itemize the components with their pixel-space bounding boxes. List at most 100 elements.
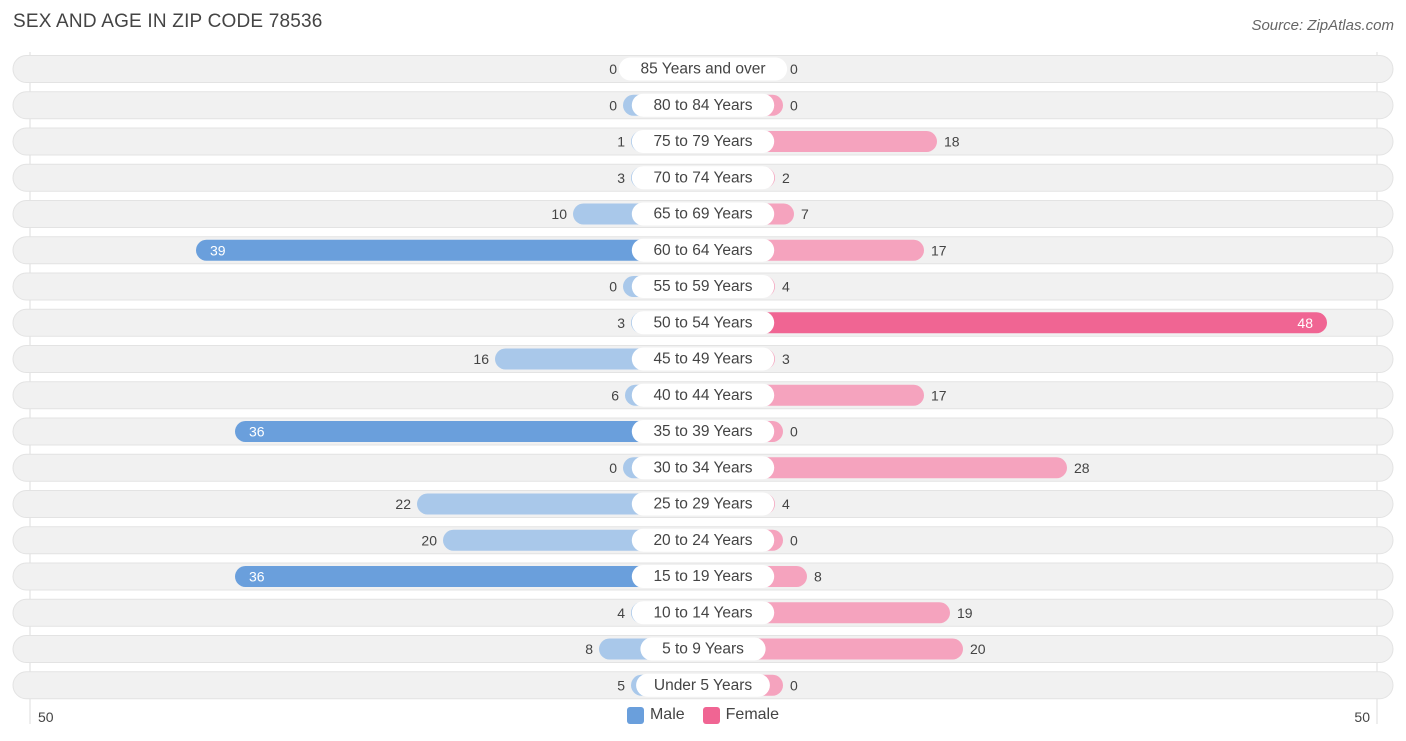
chart-row: 0 0 85 Years and over bbox=[12, 55, 1394, 83]
chart-row: 22 4 25 to 29 Years bbox=[12, 490, 1394, 518]
male-swatch bbox=[626, 706, 644, 724]
chart-title: SEX AND AGE IN ZIP CODE 78536 bbox=[13, 11, 323, 32]
male-bar[interactable] bbox=[235, 566, 703, 587]
male-value-label: 8 bbox=[585, 641, 593, 657]
female-value-label: 4 bbox=[782, 279, 790, 295]
axis-left-label: 50 bbox=[38, 709, 54, 725]
female-value-label: 0 bbox=[790, 677, 798, 693]
category-label-pill bbox=[631, 383, 775, 407]
legend-item-female[interactable]: Female bbox=[702, 706, 780, 724]
source-label: Source: ZipAtlas.com bbox=[1251, 17, 1394, 34]
female-value-label: 0 bbox=[790, 97, 798, 113]
category-label-pill bbox=[631, 202, 775, 226]
category-label: 50 to 54 Years bbox=[653, 314, 752, 331]
chart-row: 3 48 50 to 54 Years bbox=[12, 308, 1394, 337]
category-label-pill bbox=[636, 673, 770, 697]
female-value-label: 4 bbox=[782, 496, 790, 512]
category-label: 70 to 74 Years bbox=[653, 169, 752, 186]
male-value-label: 0 bbox=[609, 279, 617, 295]
chart-row: 0 0 80 to 84 Years bbox=[12, 91, 1394, 120]
category-label: 5 to 9 Years bbox=[662, 641, 744, 658]
chart-row: 3 2 70 to 74 Years bbox=[12, 163, 1394, 192]
category-label: 80 to 84 Years bbox=[653, 97, 752, 114]
chart-row: 6 17 40 to 44 Years bbox=[12, 381, 1394, 410]
chart-row: 0 28 30 to 34 Years bbox=[12, 453, 1394, 482]
category-label-pill bbox=[631, 601, 775, 625]
category-label-pill bbox=[631, 311, 775, 335]
category-label-pill bbox=[631, 166, 775, 190]
category-label: 15 to 19 Years bbox=[653, 568, 752, 585]
male-value-label: 3 bbox=[617, 315, 625, 331]
category-label-pill bbox=[640, 637, 766, 661]
category-label-pill bbox=[631, 238, 775, 262]
male-bar[interactable] bbox=[417, 493, 703, 515]
female-value-label: 0 bbox=[790, 532, 798, 548]
male-bar[interactable] bbox=[235, 421, 703, 442]
female-swatch bbox=[702, 706, 720, 724]
male-value-label: 3 bbox=[617, 170, 625, 186]
female-value-label: 18 bbox=[944, 134, 960, 150]
male-value-label: 20 bbox=[421, 532, 437, 548]
category-label-pill bbox=[618, 57, 788, 81]
female-bar[interactable] bbox=[703, 457, 1067, 479]
male-value-label: 4 bbox=[617, 605, 625, 621]
category-label: 75 to 79 Years bbox=[653, 133, 752, 150]
female-value-label: 8 bbox=[814, 569, 822, 585]
male-value-label: 0 bbox=[609, 460, 617, 476]
category-label-pill bbox=[631, 492, 775, 516]
female-bar[interactable] bbox=[703, 312, 1327, 334]
category-label-pill bbox=[631, 347, 775, 371]
category-label-pill bbox=[631, 420, 775, 443]
male-bar[interactable] bbox=[196, 239, 703, 261]
female-value-label: 17 bbox=[931, 242, 947, 258]
category-label: 10 to 14 Years bbox=[653, 604, 752, 621]
chart-row: 0 4 55 to 59 Years bbox=[12, 272, 1394, 301]
chart-row: 36 8 15 to 19 Years bbox=[12, 562, 1394, 591]
male-value-label: 16 bbox=[473, 351, 489, 367]
female-value-label: 0 bbox=[790, 424, 798, 440]
chart-row: 36 0 35 to 39 Years bbox=[12, 417, 1394, 446]
female-value-label: 28 bbox=[1074, 460, 1090, 476]
category-label-pill bbox=[631, 130, 775, 153]
female-value-label: 0 bbox=[790, 61, 798, 77]
chart-row: 1 18 75 to 79 Years bbox=[12, 127, 1394, 156]
legend-female-label: Female bbox=[725, 706, 780, 723]
male-value-label: 39 bbox=[210, 242, 226, 258]
male-value-label: 22 bbox=[395, 496, 411, 512]
female-value-label: 48 bbox=[1297, 315, 1313, 331]
female-value-label: 17 bbox=[931, 387, 947, 403]
category-label-pill bbox=[631, 528, 775, 552]
category-label: 30 to 34 Years bbox=[653, 459, 752, 476]
category-label: 25 to 29 Years bbox=[653, 496, 752, 513]
female-value-label: 19 bbox=[957, 605, 973, 621]
chart-row: 10 7 65 to 69 Years bbox=[12, 200, 1394, 228]
chart-row: 5 0 Under 5 Years bbox=[12, 671, 1394, 700]
category-label: 65 to 69 Years bbox=[653, 206, 752, 223]
female-bar[interactable] bbox=[703, 638, 963, 660]
category-label: 20 to 24 Years bbox=[653, 532, 752, 549]
category-label-pill bbox=[631, 565, 775, 588]
male-value-label: 36 bbox=[249, 424, 265, 440]
chart-row: 39 17 60 to 64 Years bbox=[12, 236, 1394, 265]
chart-row: 8 20 5 to 9 Years bbox=[12, 635, 1394, 663]
category-label-pill bbox=[631, 93, 775, 117]
legend-item-male[interactable]: Male bbox=[626, 706, 685, 724]
male-value-label: 5 bbox=[617, 677, 625, 693]
male-value-label: 10 bbox=[551, 206, 567, 222]
male-value-label: 0 bbox=[609, 61, 617, 77]
legend: Male Female bbox=[0, 706, 1406, 724]
chart-row: 4 19 10 to 14 Years bbox=[12, 598, 1394, 627]
female-value-label: 2 bbox=[782, 170, 790, 186]
male-value-label: 6 bbox=[611, 387, 619, 403]
category-label: Under 5 Years bbox=[654, 677, 752, 694]
category-label: 60 to 64 Years bbox=[653, 242, 752, 259]
chart-row: 20 0 20 to 24 Years bbox=[12, 526, 1394, 555]
category-label: 45 to 49 Years bbox=[653, 351, 752, 368]
female-value-label: 20 bbox=[970, 641, 986, 657]
category-label: 85 Years and over bbox=[641, 61, 766, 78]
chart-row: 16 3 45 to 49 Years bbox=[12, 345, 1394, 373]
category-label-pill bbox=[631, 456, 775, 480]
legend-male-label: Male bbox=[649, 706, 685, 723]
male-value-label: 36 bbox=[249, 569, 265, 585]
male-value-label: 0 bbox=[609, 97, 617, 113]
